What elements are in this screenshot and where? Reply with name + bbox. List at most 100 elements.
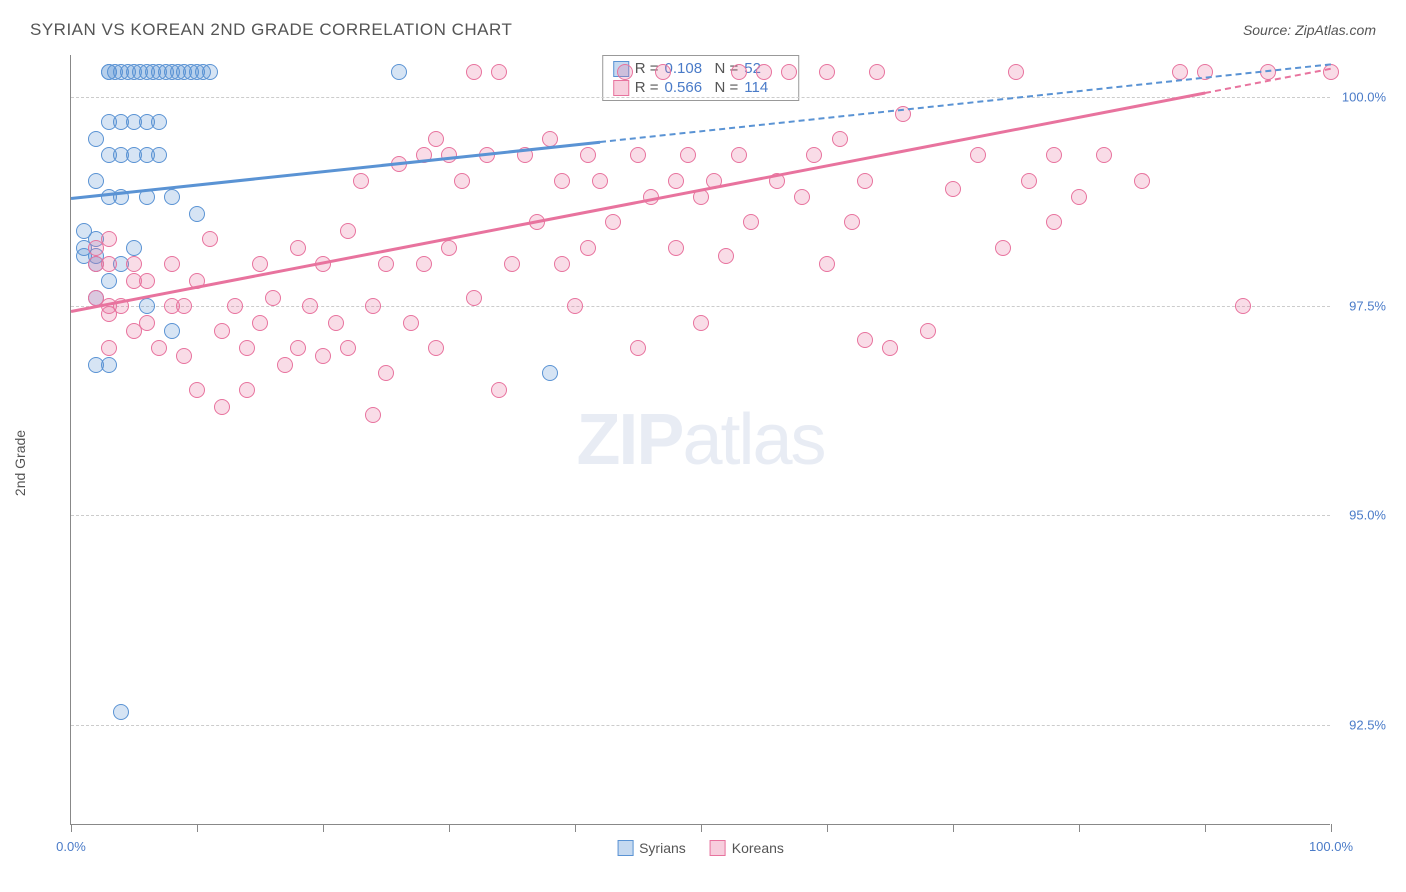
scatter-point bbox=[970, 147, 986, 163]
watermark-bold: ZIP bbox=[576, 400, 682, 480]
scatter-point bbox=[1046, 214, 1062, 230]
scatter-point bbox=[781, 64, 797, 80]
scatter-point bbox=[567, 298, 583, 314]
stats-value-r: 0.566 bbox=[665, 79, 709, 96]
scatter-point bbox=[794, 189, 810, 205]
scatter-point bbox=[164, 323, 180, 339]
scatter-point bbox=[554, 173, 570, 189]
scatter-point bbox=[1096, 147, 1112, 163]
x-tick bbox=[1079, 824, 1080, 832]
scatter-point bbox=[214, 323, 230, 339]
scatter-point bbox=[466, 64, 482, 80]
scatter-point bbox=[554, 256, 570, 272]
scatter-point bbox=[328, 315, 344, 331]
scatter-point bbox=[403, 315, 419, 331]
scatter-point bbox=[655, 64, 671, 80]
scatter-point bbox=[176, 348, 192, 364]
scatter-point bbox=[189, 206, 205, 222]
scatter-point bbox=[1021, 173, 1037, 189]
scatter-point bbox=[995, 240, 1011, 256]
scatter-point bbox=[252, 256, 268, 272]
scatter-point bbox=[214, 399, 230, 415]
scatter-point bbox=[416, 256, 432, 272]
scatter-point bbox=[378, 365, 394, 381]
scatter-point bbox=[101, 340, 117, 356]
x-tick-label: 0.0% bbox=[56, 839, 86, 854]
scatter-point bbox=[189, 382, 205, 398]
scatter-point bbox=[239, 340, 255, 356]
y-axis-label: 2nd Grade bbox=[12, 430, 28, 496]
scatter-point bbox=[378, 256, 394, 272]
scatter-point bbox=[391, 64, 407, 80]
scatter-point bbox=[113, 704, 129, 720]
scatter-point bbox=[857, 332, 873, 348]
scatter-point bbox=[290, 240, 306, 256]
scatter-point bbox=[580, 240, 596, 256]
scatter-point bbox=[126, 240, 142, 256]
scatter-point bbox=[466, 290, 482, 306]
stats-row: R =0.566N =114 bbox=[613, 79, 789, 96]
scatter-point bbox=[731, 147, 747, 163]
scatter-point bbox=[126, 256, 142, 272]
scatter-point bbox=[756, 64, 772, 80]
scatter-point bbox=[882, 340, 898, 356]
x-tick bbox=[323, 824, 324, 832]
x-tick bbox=[701, 824, 702, 832]
scatter-point bbox=[340, 340, 356, 356]
scatter-point bbox=[441, 240, 457, 256]
scatter-point bbox=[630, 340, 646, 356]
scatter-point bbox=[1235, 298, 1251, 314]
scatter-point bbox=[718, 248, 734, 264]
scatter-point bbox=[428, 340, 444, 356]
scatter-point bbox=[315, 348, 331, 364]
y-tick-label: 100.0% bbox=[1342, 89, 1386, 104]
scatter-point bbox=[542, 131, 558, 147]
x-tick bbox=[827, 824, 828, 832]
scatter-point bbox=[101, 231, 117, 247]
scatter-point bbox=[227, 298, 243, 314]
x-tick bbox=[71, 824, 72, 832]
x-tick-label: 100.0% bbox=[1309, 839, 1353, 854]
chart-title: SYRIAN VS KOREAN 2ND GRADE CORRELATION C… bbox=[30, 20, 512, 40]
scatter-point bbox=[365, 298, 381, 314]
legend-swatch bbox=[710, 840, 726, 856]
chart-header: SYRIAN VS KOREAN 2ND GRADE CORRELATION C… bbox=[0, 0, 1406, 50]
scatter-point bbox=[239, 382, 255, 398]
legend-label: Syrians bbox=[639, 840, 686, 856]
watermark-light: atlas bbox=[682, 400, 824, 480]
stats-swatch bbox=[613, 80, 629, 96]
scatter-point bbox=[365, 407, 381, 423]
scatter-point bbox=[668, 173, 684, 189]
gridline-h bbox=[71, 306, 1330, 307]
scatter-point bbox=[680, 147, 696, 163]
scatter-point bbox=[542, 365, 558, 381]
scatter-point bbox=[819, 64, 835, 80]
scatter-point bbox=[101, 306, 117, 322]
watermark: ZIPatlas bbox=[576, 399, 824, 481]
y-tick-label: 95.0% bbox=[1349, 508, 1386, 523]
scatter-point bbox=[617, 64, 633, 80]
scatter-point bbox=[302, 298, 318, 314]
scatter-point bbox=[731, 64, 747, 80]
y-tick-label: 92.5% bbox=[1349, 717, 1386, 732]
scatter-point bbox=[265, 290, 281, 306]
gridline-h bbox=[71, 725, 1330, 726]
scatter-point bbox=[151, 114, 167, 130]
stats-value-r: 0.108 bbox=[665, 60, 709, 77]
scatter-point bbox=[1134, 173, 1150, 189]
legend: SyriansKoreans bbox=[617, 840, 784, 856]
scatter-point bbox=[920, 323, 936, 339]
scatter-point bbox=[491, 64, 507, 80]
scatter-point bbox=[580, 147, 596, 163]
scatter-point bbox=[88, 173, 104, 189]
scatter-point bbox=[1046, 147, 1062, 163]
scatter-point bbox=[832, 131, 848, 147]
scatter-point bbox=[353, 173, 369, 189]
gridline-h bbox=[71, 97, 1330, 98]
scatter-point bbox=[1172, 64, 1188, 80]
scatter-point bbox=[101, 256, 117, 272]
scatter-point bbox=[806, 147, 822, 163]
scatter-point bbox=[428, 131, 444, 147]
scatter-point bbox=[277, 357, 293, 373]
stats-box: R =0.108N =52R =0.566N =114 bbox=[602, 55, 800, 101]
